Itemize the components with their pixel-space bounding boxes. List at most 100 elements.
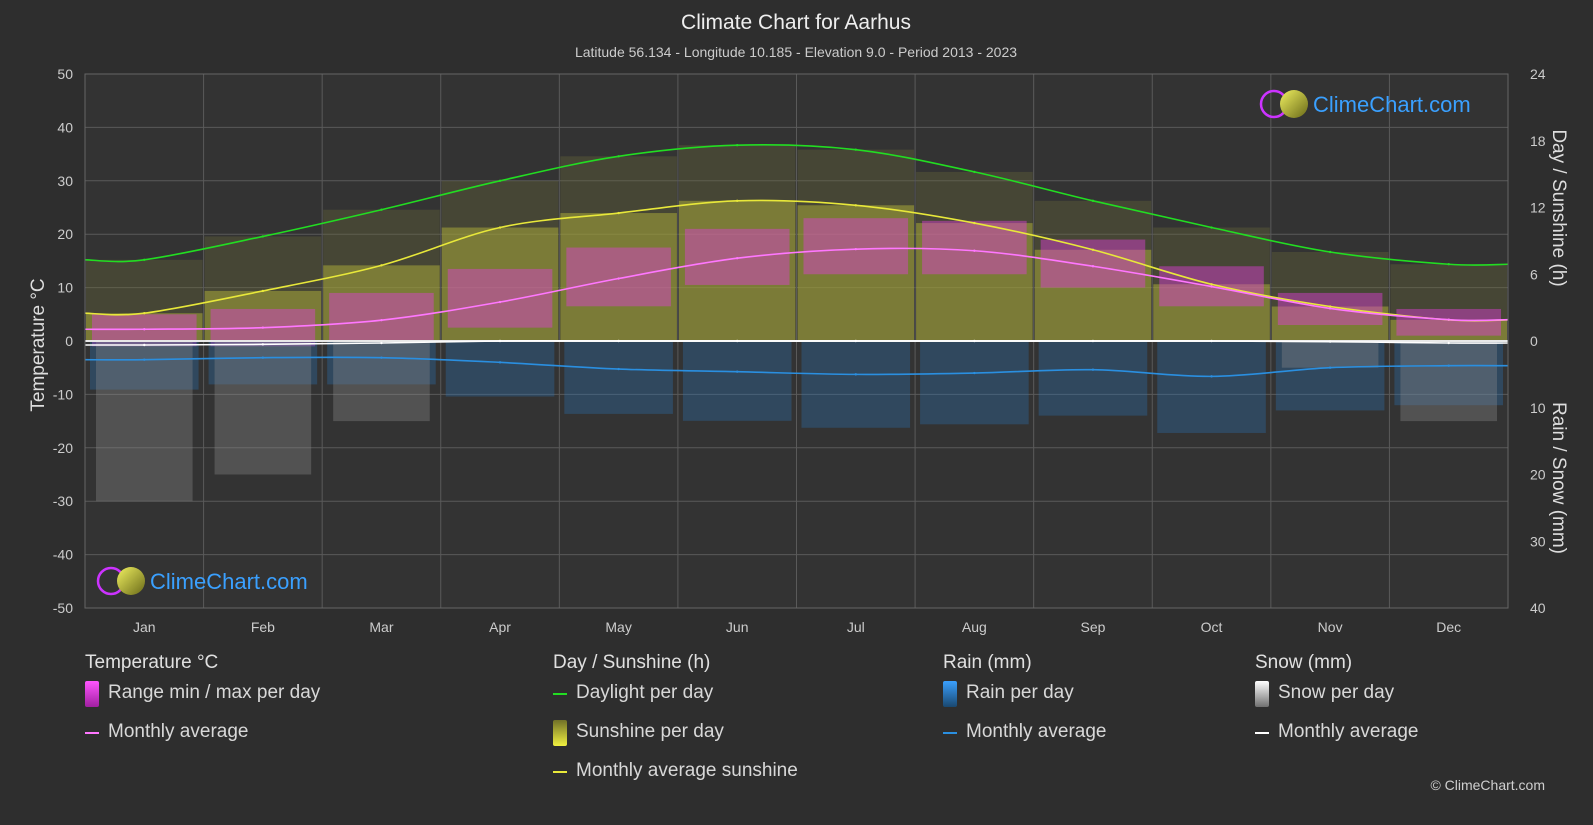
rain-avg-line-point [617,367,620,371]
legend-label: Monthly average sunshine [576,760,798,781]
rain-avg-line-point [854,373,857,376]
legend-label: Monthly average [966,721,1107,742]
snow-avg-line [84,340,1509,346]
rain-bar [1394,341,1503,406]
left-tick-label: 10 [57,280,73,296]
temp-range-bar [329,292,434,341]
logo-text-bottom: ClimeChart.com [150,569,308,594]
month-tick-label: May [605,619,631,635]
snow-bar [214,341,312,475]
left-tick-label: -10 [53,386,73,402]
legend-title: Snow (mm) [1255,652,1353,673]
right-tick-label-rain: 10 [1530,400,1546,416]
daylight-line-point [736,144,739,147]
sunshine-avg-line-point [617,211,620,215]
rain-bar [801,341,911,428]
legend-item: Range min / max per day [85,681,320,721]
daylight-line-point [143,258,146,261]
left-tick-label: -40 [53,547,73,563]
month-tick-label: Dec [1436,619,1461,635]
daylight-line-point [1447,263,1450,266]
snow-avg-line-point [854,339,857,343]
climate-chart: Climate Chart for Aarhus Latitude 56.134… [28,11,1569,635]
copyright: © ClimeChart.com [1430,777,1545,793]
sunshine-avg-line-point [143,311,146,315]
daylight-line-point [380,208,383,211]
temperature-avg-line [84,247,1509,331]
rain-bar [920,341,1029,425]
right-tick-label-sunshine: 0 [1530,333,1538,349]
left-tick-label: 40 [57,119,73,135]
sunshine-avg-line-point [736,199,739,203]
sunshine-avg-line [84,199,1509,322]
snow-avg-line-point [973,339,976,343]
right-tick-label-sunshine: 18 [1530,133,1546,149]
month-tick-label: Aug [962,619,987,635]
daylight-line-point [261,235,265,238]
sunshine-bar [1034,249,1152,341]
sunshine-avg-line-point [380,264,383,267]
rain-avg-line-point [1447,364,1450,367]
temperature-avg-line-point [498,300,502,304]
legend-title: Rain (mm) [943,652,1032,673]
rain-avg-line-point [1091,368,1095,371]
rain-bar [682,341,792,421]
temp-range-bar [447,268,553,328]
legend-item: Daylight per day [553,682,798,721]
right-tick-label-rain: 20 [1530,467,1546,483]
month-tick-label: Oct [1201,619,1223,635]
right-tick-label-sunshine: 6 [1530,266,1538,282]
legend-label: Snow per day [1278,682,1395,703]
line-swatch-icon [1255,732,1269,734]
left-axis-label: Temperature °C [28,278,49,411]
chart-subtitle: Latitude 56.134 - Longitude 10.185 - Ele… [575,44,1017,60]
sunshine-bar [323,265,440,341]
sunshine-avg-line-point [854,204,857,207]
temp-range-bar [922,220,1027,275]
rain-swatch-icon [943,681,957,707]
legend-group-rain: Rain (mm) Rain per day Monthly average [943,652,1106,760]
rain-avg-line-point [498,361,502,364]
temperature-avg-line-point [973,249,976,252]
sunshine-avg-line-point [261,289,265,293]
snow-avg-line-point [1328,340,1332,343]
rain-bar [208,341,318,385]
sunshine-bar [916,223,1033,341]
snow-bar [1281,341,1379,368]
month-tick-label: Sep [1080,619,1105,635]
legend-item: Monthly average [943,721,1106,760]
snow-swatch-icon [1255,681,1269,707]
legend-item: Monthly average [85,721,320,760]
temperature-avg-line-point [1210,285,1213,288]
legend-label: Sunshine per day [576,721,724,742]
temp-range-bar [684,228,790,285]
snow-avg-line-point [498,339,502,343]
temp-range-bar [566,247,671,307]
rain-bar [1038,341,1148,416]
sunshine-bar [678,200,796,341]
rain-avg-line-point [973,371,976,375]
line-swatch-icon [943,732,957,734]
plot-frame [84,73,1509,609]
temperature-avg-line-point [143,328,146,331]
legend-item: Rain per day [943,681,1106,721]
snow-avg-line-point [261,343,265,346]
daylight-line-point [1328,250,1332,254]
line-swatch-icon [85,732,99,734]
temperature-avg-line-point [1091,265,1095,268]
rain-avg-line-point [1328,366,1332,369]
legend-label: Daylight per day [576,682,714,703]
snow-avg-line-point [1091,339,1095,343]
temperature-avg-line-point [736,257,739,260]
logo-bottom: ClimeChart.com [96,566,308,596]
month-tick-label: Apr [489,619,511,635]
legend-label: Rain per day [966,682,1074,703]
logo-sun-icon [1280,90,1308,118]
snow-avg-line-point [143,343,146,347]
rain-bar [564,341,673,414]
sunshine-avg-line-point [973,221,976,225]
legend: Temperature °C Range min / max per day M… [0,652,1593,802]
legend-title: Day / Sunshine (h) [553,652,711,673]
rain-bar [1275,341,1385,411]
left-tick-label: 50 [57,66,73,82]
